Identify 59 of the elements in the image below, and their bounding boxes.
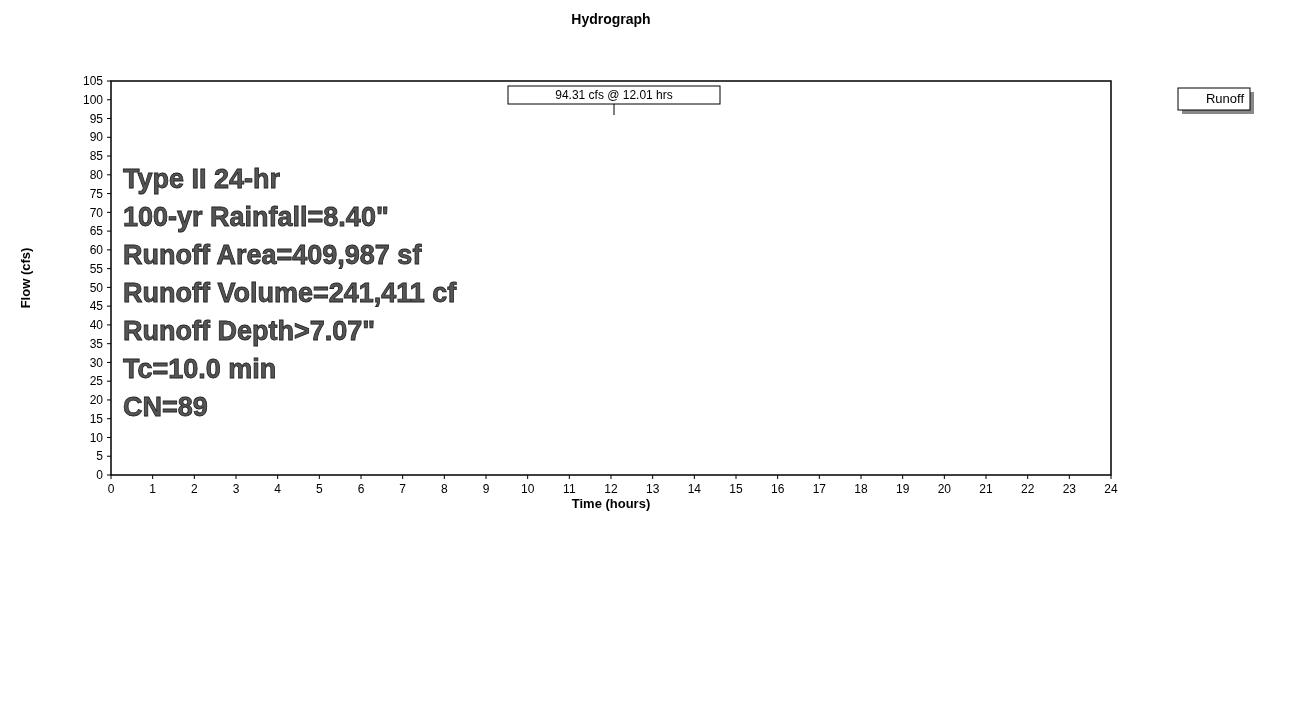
y-tick-label: 0 [96,468,104,483]
y-tick-label: 60 [89,243,104,258]
x-tick-label: 12 [604,482,618,496]
x-tick-label: 9 [482,482,490,496]
y-tick-label: 25 [89,374,104,389]
x-tick-label: 20 [937,482,952,496]
x-tick-label: 3 [232,482,240,496]
y-tick-label: 10 [89,430,104,445]
y-tick-label: 35 [89,336,104,351]
y-tick-label: 90 [89,130,104,145]
y-tick-label: 70 [89,205,104,220]
annotation: Runoff Volume=241,411 cf [123,278,458,308]
y-tick-label: 5 [96,449,104,464]
chart-title: Hydrograph [571,11,651,27]
y-tick-label: 50 [89,280,104,295]
x-tick-label: 10 [520,482,535,496]
y-tick-label: 45 [89,299,104,314]
x-tick-label: 6 [357,482,365,496]
x-tick-label: 5 [315,482,323,496]
x-tick-label: 15 [729,482,743,496]
annotation: Tc=10.0 min [123,354,277,384]
x-tick-label: 21 [979,482,993,496]
y-tick-label: 75 [89,186,104,201]
annotation: Runoff Depth>7.07" [123,316,376,346]
x-tick-label: 8 [440,482,448,496]
x-tick-label: 0 [107,482,115,496]
y-tick-label: 100 [82,92,104,107]
annotation: 100-yr Rainfall=8.40" [123,202,389,232]
y-tick-label: 40 [89,318,104,333]
y-tick-label: 65 [89,224,104,239]
x-tick-label: 7 [399,482,407,496]
y-tick-label: 105 [82,74,104,89]
x-tick-label: 13 [645,482,660,496]
x-tick-label: 18 [854,482,868,496]
y-tick-label: 95 [89,111,104,126]
text: Runoff [1205,91,1245,106]
annotation: CN=89 [123,392,208,422]
y-tick-label: 85 [89,149,104,164]
x-tick-label: 1 [149,482,157,496]
annotation: Runoff Area=409,987 sf [123,240,423,270]
x-tick-label: 16 [770,482,785,496]
x-tick-label: 24 [1104,482,1118,496]
x-tick-label: 17 [812,482,827,496]
y-tick-label: 30 [89,355,104,370]
y-tick-label: 80 [89,168,104,183]
x-tick-label: 23 [1062,482,1077,496]
y-tick-label: 20 [89,393,104,408]
x-tick-label: 14 [687,482,702,496]
x-tick-label: 19 [895,482,910,496]
y-tick-label: 55 [89,261,104,276]
x-tick-label: 2 [190,482,198,496]
x-tick-label: 11 [563,482,576,496]
y-axis-title: Flow (cfs) [18,247,33,309]
x-tick-label: 4 [274,482,282,496]
y-tick-label: 15 [89,411,104,426]
annotation: 94.31 cfs @ 12.01 hrs [555,88,673,102]
x-axis-title: Time (hours) [571,496,651,511]
annotation: Type II 24-hr [123,164,281,194]
x-tick-label: 22 [1020,482,1035,496]
